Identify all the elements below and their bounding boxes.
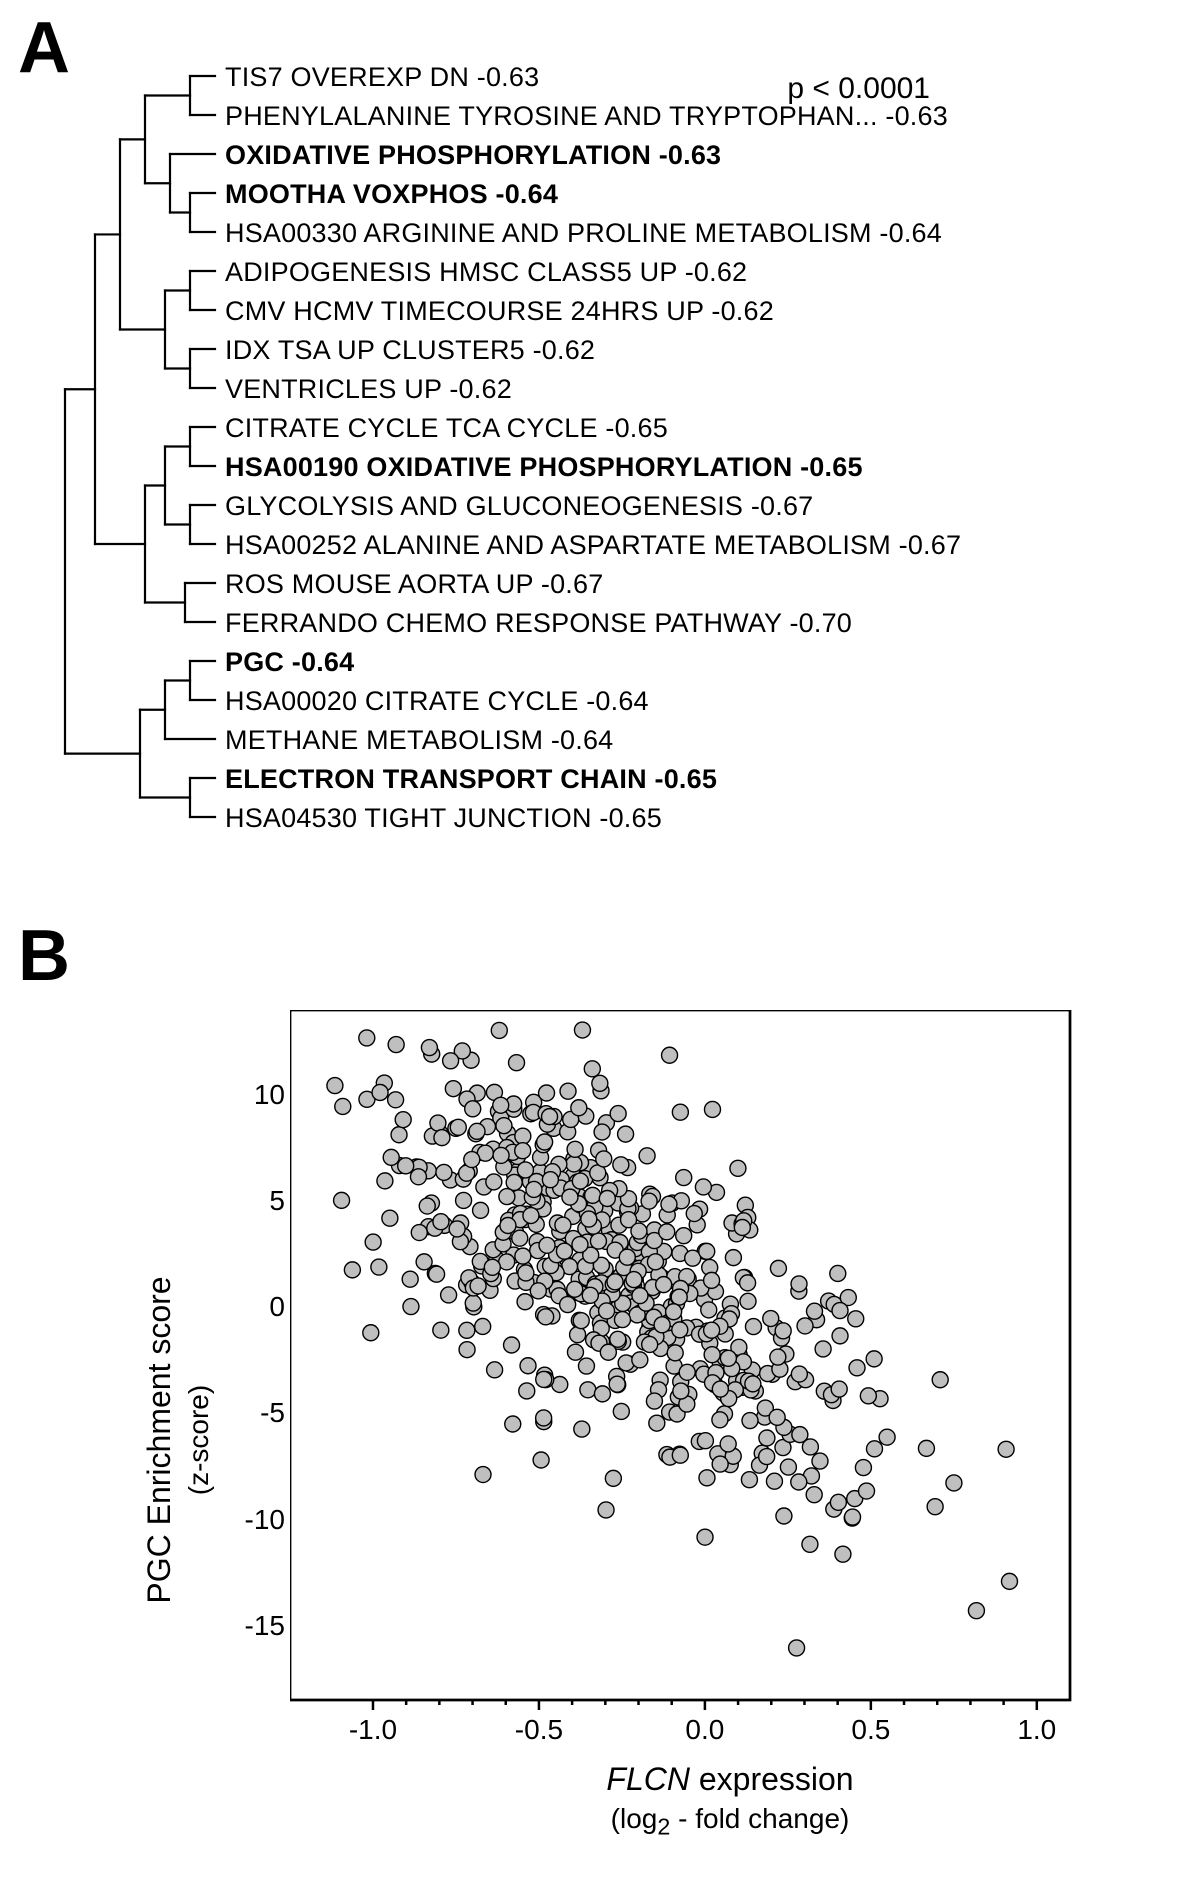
dendrogram-tree — [50, 60, 225, 833]
dendro-leaf-label: TIS7 OVEREXP DN -0.63 — [225, 62, 539, 93]
dendro-leaf-label: CITRATE CYCLE TCA CYCLE -0.65 — [225, 413, 668, 444]
x-axis-italic-gene: FLCN — [606, 1761, 690, 1797]
dendro-leaf-label: ROS MOUSE AORTA UP -0.67 — [225, 569, 603, 600]
y-tick-label: 0 — [215, 1291, 285, 1323]
x-axis-label: FLCN expression (log2 - fold change) — [390, 1760, 1070, 1842]
scatter-panel: PGC Enrichment score (z-score) FLCN expr… — [130, 990, 1130, 1860]
dendro-leaf-label: ADIPOGENESIS HMSC CLASS5 UP -0.62 — [225, 257, 747, 288]
stat-p: p < 0.0001 — [700, 72, 930, 106]
figure-page: A B TIS7 OVEREXP DN -0.63PHENYLALANINE T… — [0, 0, 1200, 1891]
x-axis-label-sub: (log2 - fold change) — [611, 1803, 850, 1834]
dendro-leaf-label: FERRANDO CHEMO RESPONSE PATHWAY -0.70 — [225, 608, 852, 639]
y-axis-label-sub: (z-score) — [183, 1385, 214, 1495]
dendro-leaf-label: HSA00190 OXIDATIVE PHOSPHORYLATION -0.65 — [225, 452, 863, 483]
dendro-leaf-label: HSA00020 CITRATE CYCLE -0.64 — [225, 686, 649, 717]
x-tick-label: -1.0 — [343, 1714, 403, 1746]
y-axis-label-main: PGC Enrichment score — [141, 1276, 177, 1603]
y-tick-label: -10 — [215, 1504, 285, 1536]
dendro-leaf-label: METHANE METABOLISM -0.64 — [225, 725, 613, 756]
y-axis-label: PGC Enrichment score (z-score) — [140, 1140, 217, 1740]
x-tick-label: 0.0 — [675, 1714, 735, 1746]
dendro-leaf-label: PGC -0.64 — [225, 647, 354, 678]
dendro-leaf-label: VENTRICLES UP -0.62 — [225, 374, 512, 405]
dendrogram-panel: TIS7 OVEREXP DN -0.63PHENYLALANINE TYROS… — [50, 60, 1190, 860]
dendro-leaf-label: GLYCOLYSIS AND GLUCONEOGENESIS -0.67 — [225, 491, 813, 522]
dendro-leaf-label: HSA00330 ARGININE AND PROLINE METABOLISM… — [225, 218, 942, 249]
dendro-leaf-label: ELECTRON TRANSPORT CHAIN -0.65 — [225, 764, 717, 795]
y-tick-label: 10 — [215, 1079, 285, 1111]
x-tick-label: 1.0 — [1007, 1714, 1067, 1746]
y-tick-label: -15 — [215, 1610, 285, 1642]
dendro-leaf-label: CMV HCMV TIMECOURSE 24HRS UP -0.62 — [225, 296, 774, 327]
scatter-plot — [290, 1010, 1090, 1720]
dendro-leaf-label: HSA00252 ALANINE AND ASPARTATE METABOLIS… — [225, 530, 961, 561]
x-tick-label: -0.5 — [509, 1714, 569, 1746]
dendro-leaf-label: OXIDATIVE PHOSPHORYLATION -0.63 — [225, 140, 721, 171]
y-tick-label: -5 — [215, 1397, 285, 1429]
x-axis-label-main: FLCN expression — [606, 1761, 853, 1797]
dendro-leaf-label: MOOTHA VOXPHOS -0.64 — [225, 179, 558, 210]
y-tick-label: 5 — [215, 1185, 285, 1217]
dendro-leaf-label: HSA04530 TIGHT JUNCTION -0.65 — [225, 803, 662, 834]
panel-b-label: B — [18, 920, 70, 992]
dendro-leaf-label: IDX TSA UP CLUSTER5 -0.62 — [225, 335, 595, 366]
x-tick-label: 0.5 — [841, 1714, 901, 1746]
